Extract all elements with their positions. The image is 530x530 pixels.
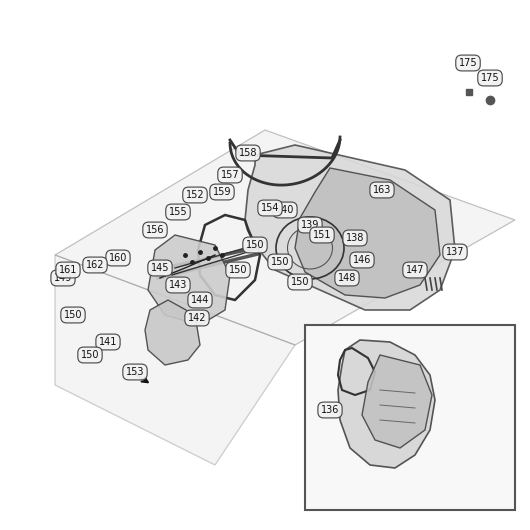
Text: 175: 175 xyxy=(481,73,499,83)
Text: 143: 143 xyxy=(169,280,187,290)
Text: 148: 148 xyxy=(338,273,356,283)
Text: 142: 142 xyxy=(188,313,206,323)
Text: 150: 150 xyxy=(229,265,248,275)
Polygon shape xyxy=(362,355,432,448)
Polygon shape xyxy=(148,235,230,325)
Text: 150: 150 xyxy=(291,277,309,287)
Polygon shape xyxy=(338,340,435,468)
Text: 175: 175 xyxy=(458,58,478,68)
Text: 147: 147 xyxy=(406,265,424,275)
Text: 153: 153 xyxy=(126,367,144,377)
Polygon shape xyxy=(145,300,200,365)
Text: 161: 161 xyxy=(59,265,77,275)
Polygon shape xyxy=(245,145,455,310)
Text: 155: 155 xyxy=(169,207,187,217)
Text: 150: 150 xyxy=(81,350,99,360)
Text: 162: 162 xyxy=(86,260,104,270)
Text: 158: 158 xyxy=(238,148,257,158)
Text: 141: 141 xyxy=(99,337,117,347)
Text: 151: 151 xyxy=(313,230,331,240)
Polygon shape xyxy=(55,255,295,465)
Text: 159: 159 xyxy=(213,187,231,197)
Text: 139: 139 xyxy=(301,220,319,230)
Text: 138: 138 xyxy=(346,233,364,243)
Text: 150: 150 xyxy=(246,240,264,250)
Polygon shape xyxy=(295,168,440,298)
Text: 157: 157 xyxy=(220,170,240,180)
Text: 150: 150 xyxy=(64,310,82,320)
Text: 154: 154 xyxy=(261,203,279,213)
Bar xyxy=(305,325,515,510)
Text: 140: 140 xyxy=(276,205,294,215)
Text: 146: 146 xyxy=(353,255,371,265)
Text: 144: 144 xyxy=(191,295,209,305)
Text: 137: 137 xyxy=(446,247,464,257)
Text: 163: 163 xyxy=(373,185,391,195)
Text: 160: 160 xyxy=(109,253,127,263)
Polygon shape xyxy=(55,130,515,345)
Text: 150: 150 xyxy=(271,257,289,267)
Text: 156: 156 xyxy=(146,225,164,235)
Text: 136: 136 xyxy=(321,405,339,415)
Text: 152: 152 xyxy=(186,190,204,200)
Text: 149: 149 xyxy=(54,273,72,283)
Text: 145: 145 xyxy=(151,263,169,273)
